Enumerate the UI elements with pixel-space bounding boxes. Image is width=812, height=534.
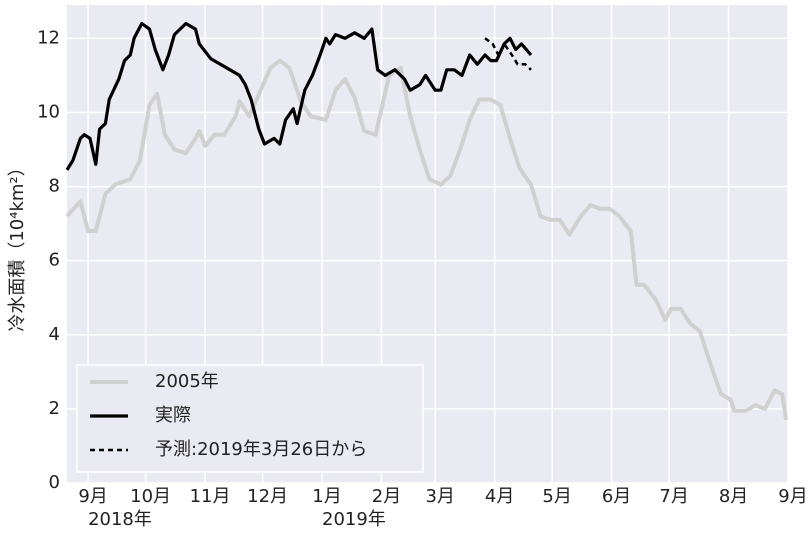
series-line	[65, 58, 789, 421]
x-tick-label: 3月	[425, 486, 454, 507]
y-tick-label: 12	[37, 27, 60, 48]
y-tick-label: 2	[49, 398, 60, 419]
x-tick-label: 12月	[247, 486, 288, 507]
legend-box	[76, 364, 424, 473]
x-tick-label: 2月	[372, 486, 401, 507]
year-label: 2018年	[88, 509, 152, 530]
x-tick-label: 9月	[78, 486, 107, 507]
x-tick-label: 10月	[130, 486, 171, 507]
series-line	[484, 37, 532, 71]
y-tick-label: 10	[37, 101, 60, 122]
x-tick-label: 6月	[602, 486, 631, 507]
legend-label: 実際	[155, 405, 191, 426]
y-axis-label: 冷水面積（10⁴km²）	[7, 158, 28, 331]
lines	[65, 21, 789, 421]
x-tick-label: 1月	[312, 486, 341, 507]
x-tick-label: 7月	[659, 486, 688, 507]
y-tick-label: 0	[49, 472, 60, 493]
legend-label: 予測:2019年3月26日から	[155, 439, 367, 460]
x-tick-label: 9月	[778, 486, 807, 507]
x-tick-label: 5月	[542, 486, 571, 507]
x-tick-label: 4月	[485, 486, 514, 507]
year-label: 2019年	[322, 509, 386, 530]
y-tick-label: 4	[49, 324, 60, 345]
x-tick-label: 11月	[190, 486, 231, 507]
series-line	[65, 21, 533, 171]
y-tick-label: 8	[49, 176, 60, 197]
legend-label: 2005年	[155, 371, 219, 392]
x-tick-label: 8月	[719, 486, 748, 507]
y-tick-label: 6	[49, 250, 60, 271]
